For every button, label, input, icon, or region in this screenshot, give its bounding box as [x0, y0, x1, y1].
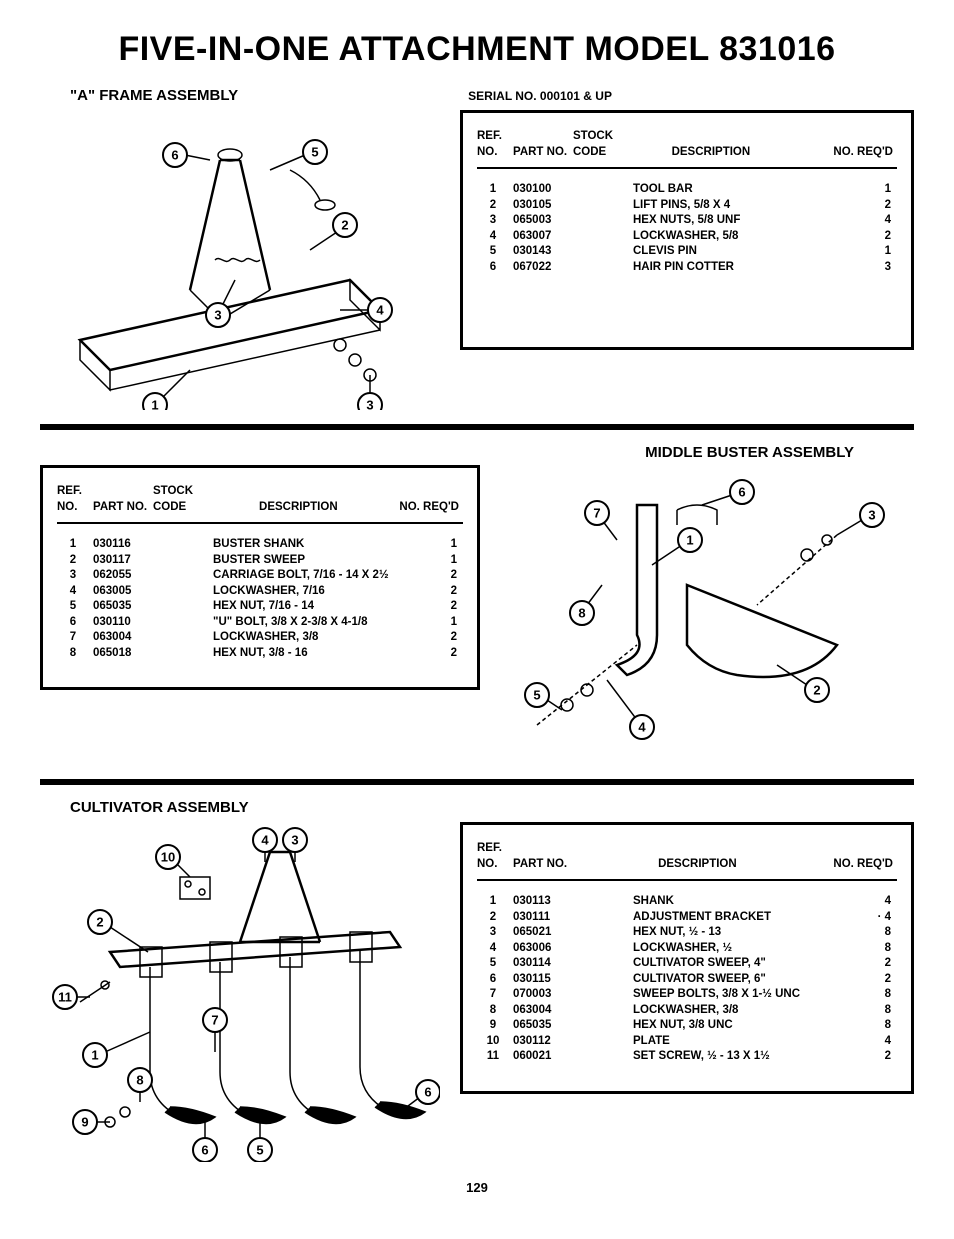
col-req: NO. REQ'D — [826, 839, 897, 874]
col-req: NO. REQ'D — [803, 127, 897, 162]
middle-buster-label: MIDDLE BUSTER ASSEMBLY — [645, 444, 854, 461]
table-row: 1030113SHANK4 — [477, 894, 897, 910]
cultivator-rows: 1030113SHANK4 2030111ADJUSTMENT BRACKET·… — [477, 880, 897, 1065]
col-part: PART NO. — [93, 482, 153, 517]
col-part: PART NO. — [513, 839, 573, 874]
col-ref: REF. NO. — [477, 839, 513, 874]
a-frame-diagram: 1 2 3 4 5 6 3 — [40, 110, 440, 410]
table-row: 8065018HEX NUT, 3/8 - 162 — [57, 646, 463, 662]
table-row: 3065021HEX NUT, ½ - 138 — [477, 925, 897, 941]
callout: 3 — [366, 398, 373, 411]
section-a-header: "A" FRAME ASSEMBLY SERIAL NO. 000101 & U… — [40, 87, 914, 104]
table-row: 3065003HEX NUTS, 5/8 UNF4 — [477, 213, 897, 229]
page-title: FIVE-IN-ONE ATTACHMENT MODEL 831016 — [40, 30, 914, 69]
a-frame-label: "A" FRAME ASSEMBLY — [70, 87, 238, 104]
middle-buster-diagram: 1 2 3 4 5 6 7 8 — [500, 465, 914, 765]
callout: 4 — [638, 720, 646, 735]
table-row: 2030111ADJUSTMENT BRACKET· 4 — [477, 910, 897, 926]
a-frame-rows: 1030100TOOL BAR1 2030105LIFT PINS, 5/8 X… — [477, 168, 897, 275]
callout: 6 — [171, 148, 178, 163]
col-ref: REF. NO. — [57, 482, 93, 517]
callout: 1 — [151, 398, 158, 411]
table-row: 3062055CARRIAGE BOLT, 7/16 - 14 X 2½2 — [57, 568, 463, 584]
table-row: 7063004LOCKWASHER, 3/82 — [57, 630, 463, 646]
callout: 4 — [261, 833, 269, 848]
col-stock: STOCK CODE — [573, 127, 623, 162]
callout: 6 — [201, 1143, 208, 1158]
col-desc: DESCRIPTION — [573, 839, 826, 874]
col-desc: DESCRIPTION — [623, 127, 803, 162]
section-a: 1 2 3 4 5 6 3 REF. NO. PART NO. STOCK CO… — [40, 110, 914, 410]
middle-buster-rows: 1030116BUSTER SHANK1 2030117BUSTER SWEEP… — [57, 523, 463, 661]
table-row: 6030110"U" BOLT, 3/8 X 2-3/8 X 4-1/81 — [57, 615, 463, 631]
callout: 7 — [593, 506, 600, 521]
middle-buster-parts-table: REF. NO. PART NO. STOCK CODE DESCRIPTION… — [40, 465, 480, 690]
callout: 3 — [214, 308, 221, 323]
table-row: 7070003SWEEP BOLTS, 3/8 X 1-½ UNC8 — [477, 987, 897, 1003]
callout: 11 — [58, 990, 72, 1005]
table-row: 4063006LOCKWASHER, ½8 — [477, 941, 897, 957]
table-row: 11060021SET SCREW, ½ - 13 X 1½2 — [477, 1049, 897, 1065]
callout: 2 — [813, 683, 820, 698]
table-row: 10030112PLATE4 — [477, 1034, 897, 1050]
table-row: 5065035HEX NUT, 7/16 - 142 — [57, 599, 463, 615]
callout: 6 — [738, 485, 745, 500]
section-b: REF. NO. PART NO. STOCK CODE DESCRIPTION… — [40, 465, 914, 765]
callout: 5 — [256, 1143, 263, 1158]
callout: 4 — [376, 303, 384, 318]
table-row: 1030116BUSTER SHANK1 — [57, 537, 463, 553]
col-ref: REF. NO. — [477, 127, 513, 162]
table-row: 5030143CLEVIS PIN1 — [477, 244, 897, 260]
a-frame-parts-table: REF. NO. PART NO. STOCK CODE DESCRIPTION… — [460, 110, 914, 350]
divider — [40, 779, 914, 785]
col-req: NO. REQ'D — [398, 482, 463, 517]
section-c-header: CULTIVATOR ASSEMBLY — [40, 799, 914, 816]
callout: 3 — [868, 508, 875, 523]
callout: 3 — [291, 833, 298, 848]
callout: 5 — [533, 688, 540, 703]
table-row: 4063007LOCKWASHER, 5/82 — [477, 229, 897, 245]
cultivator-parts-table: REF. NO. PART NO. DESCRIPTION NO. REQ'D … — [460, 822, 914, 1094]
table-row: 6030115CULTIVATOR SWEEP, 6"2 — [477, 972, 897, 988]
callout: 10 — [161, 850, 175, 865]
table-row: 6067022HAIR PIN COTTER3 — [477, 260, 897, 276]
callout: 8 — [578, 606, 585, 621]
page-number: 129 — [40, 1180, 914, 1195]
section-b-header: MIDDLE BUSTER ASSEMBLY — [40, 444, 914, 461]
col-desc: DESCRIPTION — [203, 482, 398, 517]
callout: 1 — [686, 533, 693, 548]
callout: 8 — [136, 1073, 143, 1088]
table-row: 5030114CULTIVATOR SWEEP, 4"2 — [477, 956, 897, 972]
col-part: PART NO. — [513, 127, 573, 162]
section-c: 1 2 3 4 5 6 7 8 9 10 11 6 REF. NO. PART … — [40, 822, 914, 1162]
table-row: 2030105LIFT PINS, 5/8 X 42 — [477, 198, 897, 214]
col-stock: STOCK CODE — [153, 482, 203, 517]
callout: 1 — [91, 1048, 98, 1063]
cultivator-diagram: 1 2 3 4 5 6 7 8 9 10 11 6 — [40, 822, 440, 1162]
callout: 2 — [96, 915, 103, 930]
table-row: 4063005LOCKWASHER, 7/162 — [57, 584, 463, 600]
callout: 5 — [311, 145, 318, 160]
serial-label: SERIAL NO. 000101 & UP — [468, 89, 612, 103]
cultivator-label: CULTIVATOR ASSEMBLY — [70, 799, 914, 816]
divider — [40, 424, 914, 430]
table-row: 1030100TOOL BAR1 — [477, 182, 897, 198]
callout: 6 — [424, 1085, 431, 1100]
table-row: 8063004LOCKWASHER, 3/88 — [477, 1003, 897, 1019]
callout: 2 — [341, 218, 348, 233]
callout: 7 — [211, 1013, 218, 1028]
callout: 9 — [81, 1115, 88, 1130]
table-row: 2030117BUSTER SWEEP1 — [57, 553, 463, 569]
table-row: 9065035HEX NUT, 3/8 UNC8 — [477, 1018, 897, 1034]
